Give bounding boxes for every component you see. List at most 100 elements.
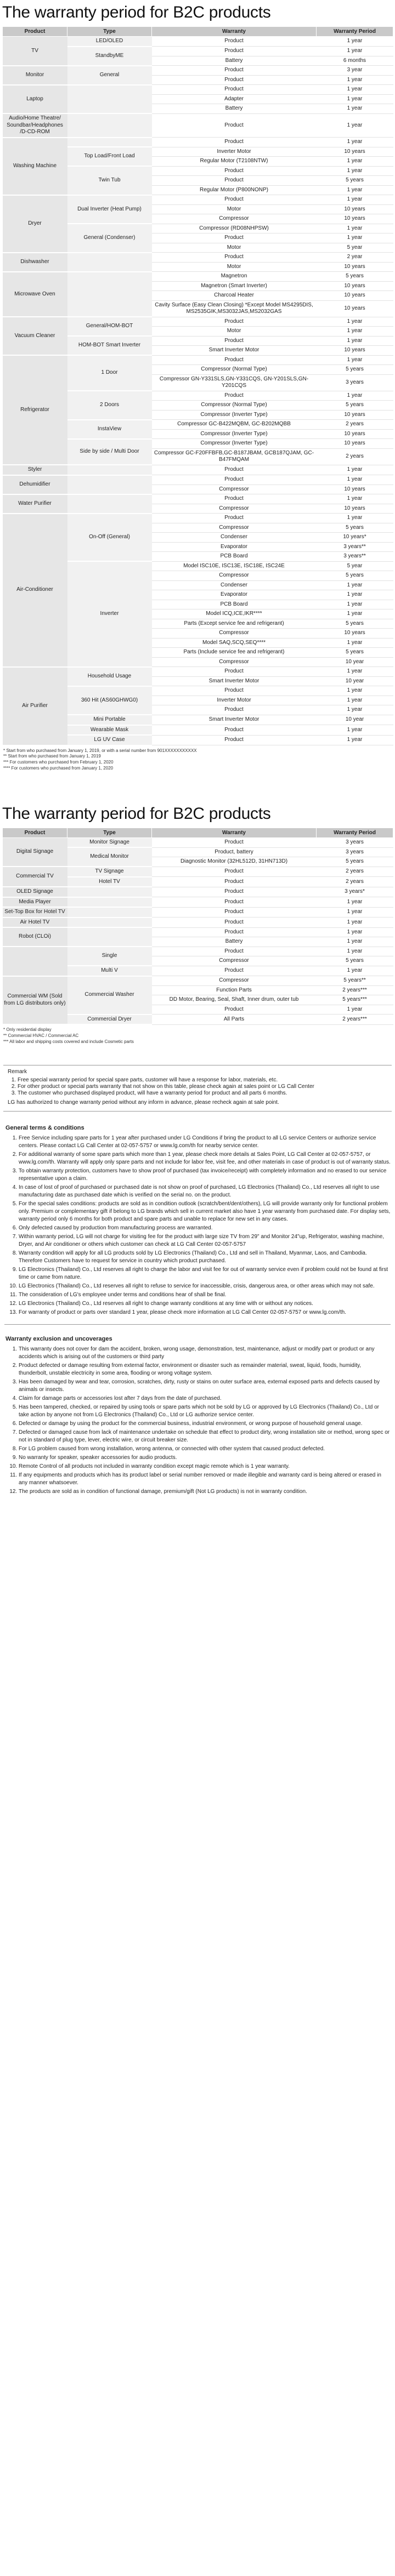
column-header: Type	[67, 827, 152, 838]
table-row: Evaporator 3 years**	[3, 542, 393, 552]
period-cell: 5 years	[316, 571, 393, 581]
table-row: Refrigerator 1 Door Product 1 year	[2, 355, 393, 465]
type-cell	[67, 252, 152, 272]
period-cell: 5 years	[316, 364, 393, 375]
column-header: Product	[2, 26, 67, 37]
terms-list: Free Service including spare parts for 1…	[19, 1135, 391, 1317]
period-cell: 1 year	[316, 156, 393, 167]
table-row: Battery 1 year	[3, 104, 393, 114]
type-cell: Commercial Dryer	[67, 1014, 152, 1025]
column-header: Warranty	[151, 827, 317, 838]
warranty-cell: Product	[151, 175, 317, 186]
warranty-cell: Product	[151, 355, 317, 365]
warranty-cell: Product	[151, 1005, 317, 1015]
warranty-cell: Product	[151, 46, 317, 56]
footnote: **** For customers who purchased from Ja…	[3, 765, 114, 771]
warranty-cell: Product	[151, 513, 317, 523]
period-cell: 10 years*	[316, 532, 393, 543]
table-row: Inverter Model ISC10E, ISC13E, ISC18E, IS…	[3, 561, 393, 668]
warranty-cell: Compressor (RD08NHPSW)	[151, 224, 317, 233]
type-cell: Dual Inverter (Heat Pump)	[67, 195, 152, 224]
table-row: Product 1 year	[3, 705, 393, 715]
period-cell: 5 years	[316, 175, 393, 186]
warranty-cell: Compressor	[151, 976, 317, 986]
period-cell: 1 year	[316, 494, 393, 504]
period-cell: 2 years***	[316, 985, 393, 996]
type-cell: Monitor Signage	[67, 837, 152, 848]
b2c-warranty-table: Product Type Warranty Warranty Period TV LED…	[2, 26, 393, 746]
warranty-cell: Motor	[151, 204, 317, 214]
table-row: Function Parts 2 years***	[3, 985, 393, 996]
period-cell: 6 months	[316, 56, 393, 66]
warranty-cell: All Parts	[151, 1014, 317, 1025]
warranty-cell: Compressor	[151, 657, 317, 667]
column-header: Type	[67, 26, 152, 37]
table-row: Compressor 5 years	[3, 956, 393, 966]
warranty-cell: Inverter Motor	[151, 147, 317, 157]
period-cell: 1 year	[316, 104, 393, 114]
remark-box: Remark Free special warranty period for …	[3, 1064, 392, 1112]
period-cell: 10 years	[316, 281, 393, 291]
warranty-cell: Smart Inverter Motor	[151, 345, 317, 356]
type-cell: StandbyME	[67, 46, 152, 66]
table-row: Compressor (Normal Type) 5 years	[3, 364, 393, 375]
table-row: Product 5 years	[3, 175, 393, 186]
remark-title: Remark	[8, 1068, 27, 1075]
period-cell: 2 years	[316, 876, 393, 887]
warranty-cell: Compressor GC-B422MQBM, GC-B202MQBB	[151, 419, 317, 430]
period-cell: 1 year	[316, 735, 393, 745]
period-cell: 3 years*	[316, 887, 393, 898]
table-row: Top Load/Front Load Inverter Motor 10 year…	[3, 147, 393, 167]
table-row: Compressor (Normal Type) 5 years	[3, 400, 393, 411]
table-row: Water Purifier Product 1 year	[2, 494, 393, 514]
product-cell: Air-Conditioner	[2, 513, 67, 668]
period-cell: 2 year	[316, 252, 393, 263]
terms-title: General terms & conditions	[5, 1124, 84, 1131]
table-row: HOM-BOT Smart Inverter Product 1 year	[3, 336, 393, 356]
period-cell: 1 year	[316, 94, 393, 104]
table-row: Compressor 10 years	[3, 214, 393, 224]
period-cell: 10 year	[316, 657, 393, 667]
footnote: * Start from who purchased from January …	[3, 748, 197, 753]
period-cell: 1 year	[316, 1005, 393, 1015]
type-cell: InstaView	[67, 419, 152, 440]
table-row: Wearable Mask Product 1 year	[3, 725, 393, 736]
warranty-cell: Product	[151, 75, 317, 85]
warranty-cell: Battery	[151, 56, 317, 66]
exclusion-item: Defected or damage by using the product …	[19, 1420, 391, 1428]
period-cell: 1 year	[316, 725, 393, 736]
type-cell: 360 Hit (AS60GHWG0)	[67, 686, 152, 715]
warranty-cell: Parts (Include service fee and refrigera…	[151, 647, 317, 658]
period-cell: 1 year	[316, 336, 393, 346]
table-row: Hotel TV Product 2 years	[3, 876, 393, 888]
period-cell: 1 year	[316, 355, 393, 365]
exclusion-item: For LG problem caused from wrong install…	[19, 1445, 391, 1453]
warranty-cell: Compressor	[151, 214, 317, 224]
exclusion-item: No warranty for speaker, speaker accesso…	[19, 1454, 391, 1462]
table-row: Compressor 10 years	[3, 485, 393, 494]
table-row: Digital Signage Monitor Signage Product 3 y…	[2, 837, 393, 868]
warranty-cell: Battery	[151, 104, 317, 114]
type-cell: Twin Tub	[67, 166, 152, 196]
table-row: Air Hotel TV Product 1 year	[2, 917, 393, 928]
warranty-cell: Model ICQ,ICE,IKR****	[151, 609, 317, 619]
period-cell: 1 year	[316, 917, 393, 928]
terms-item: Within warranty period, LG will not char…	[19, 1233, 391, 1249]
terms-item: LG Electronics (Thailand) Co., Ltd reser…	[19, 1266, 391, 1281]
table-row: Compressor (Inverter Type) 10 years	[3, 429, 393, 439]
table-row: Laptop Product 1 year	[2, 84, 393, 114]
period-cell: 5 years***	[316, 995, 393, 1005]
period-cell: 3 year	[316, 65, 393, 76]
warranty-cell: Product	[151, 465, 317, 475]
warranty-cell: Product, battery	[151, 847, 317, 858]
table-row: Medical Monitor Product, battery 3 years	[3, 847, 393, 868]
product-cell: Vacuum Cleaner	[2, 317, 67, 356]
table-row: StandbyME Product 1 year	[3, 46, 393, 66]
period-cell: 10 years	[316, 300, 393, 317]
period-cell: 1 year	[316, 600, 393, 609]
warranty-cell: Product	[151, 137, 317, 147]
exclusion-item: If any equipments and products which has…	[19, 1472, 391, 1487]
exclusion-title: Warranty exclusion and uncoverages	[5, 1335, 112, 1342]
general-terms-section: General terms & conditions Free Service …	[4, 1125, 391, 1325]
table-row: Adapter 1 year	[3, 94, 393, 104]
